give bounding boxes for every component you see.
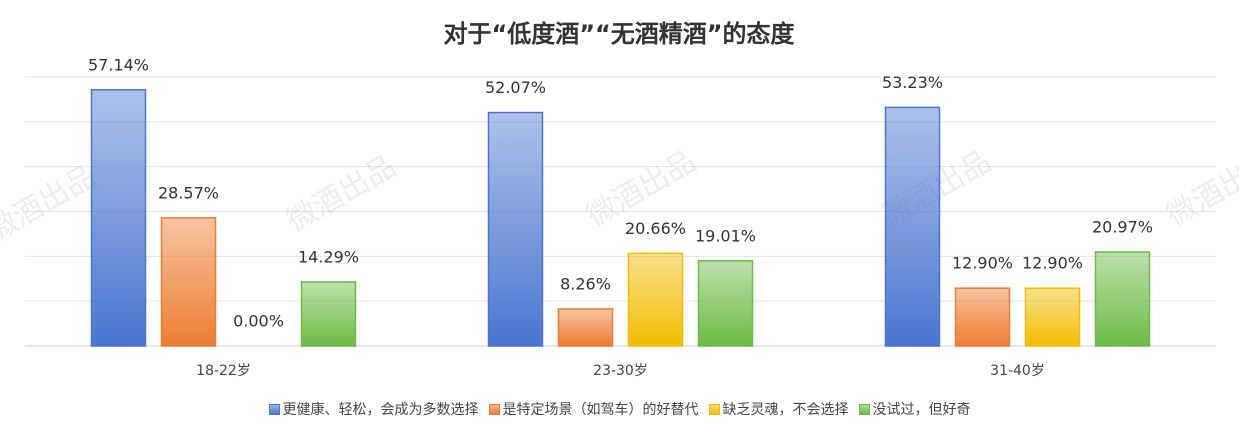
- bar: [160, 217, 217, 347]
- legend-label: 更健康、轻松，会成为多数选择: [282, 402, 479, 418]
- bar: [884, 106, 941, 347]
- data-label: 19.01%: [695, 226, 756, 245]
- legend-label: 没试过，但好奇: [872, 402, 971, 418]
- legend-swatch: [858, 403, 870, 415]
- x-tick-label: 23-30岁: [593, 363, 648, 379]
- data-label: 20.97%: [1092, 217, 1153, 236]
- legend-item: 没试过，但好奇: [858, 399, 971, 419]
- legend-swatch: [268, 403, 280, 415]
- legend-item: 更健康、轻松，会成为多数选择: [268, 399, 479, 419]
- chart-title: 对于“低度酒”“无酒精酒”的态度: [443, 20, 795, 48]
- legend-swatch: [708, 403, 720, 415]
- bar: [697, 260, 754, 347]
- data-label: 53.23%: [882, 73, 943, 92]
- bar: [487, 111, 544, 347]
- watermark: 微酒出品: [1161, 144, 1239, 234]
- data-label: 12.90%: [952, 254, 1013, 273]
- data-label: 8.26%: [560, 274, 611, 293]
- data-label: 14.29%: [298, 247, 359, 266]
- bar: [90, 89, 147, 347]
- bar: [954, 287, 1011, 347]
- data-label: 28.57%: [158, 183, 219, 202]
- legend-label: 缺乏灵魂，不会选择: [722, 402, 849, 418]
- bar: [627, 252, 684, 347]
- watermark: 微酒出品: [0, 159, 102, 249]
- watermark: 微酒出品: [281, 149, 402, 239]
- data-label: 57.14%: [88, 55, 149, 74]
- data-label: 12.90%: [1022, 254, 1083, 273]
- data-label: 20.66%: [625, 219, 686, 238]
- legend-label: 是特定场景（如驾车）的好替代: [502, 402, 699, 418]
- bar: [1024, 287, 1081, 347]
- legend-item: 是特定场景（如驾车）的好替代: [488, 399, 699, 419]
- bar: [300, 281, 357, 347]
- data-label: 52.07%: [485, 78, 546, 97]
- x-tick-label: 18-22岁: [196, 363, 251, 379]
- legend: 更健康、轻松，会成为多数选择 是特定场景（如驾车）的好替代 缺乏灵魂，不会选择 没试过…: [0, 399, 1239, 419]
- x-tick-label: 31-40岁: [990, 363, 1045, 379]
- legend-item: 缺乏灵魂，不会选择: [708, 399, 849, 419]
- data-label: 0.00%: [233, 312, 284, 331]
- bar: [1094, 251, 1151, 347]
- legend-swatch: [488, 403, 500, 415]
- bar: [557, 308, 614, 347]
